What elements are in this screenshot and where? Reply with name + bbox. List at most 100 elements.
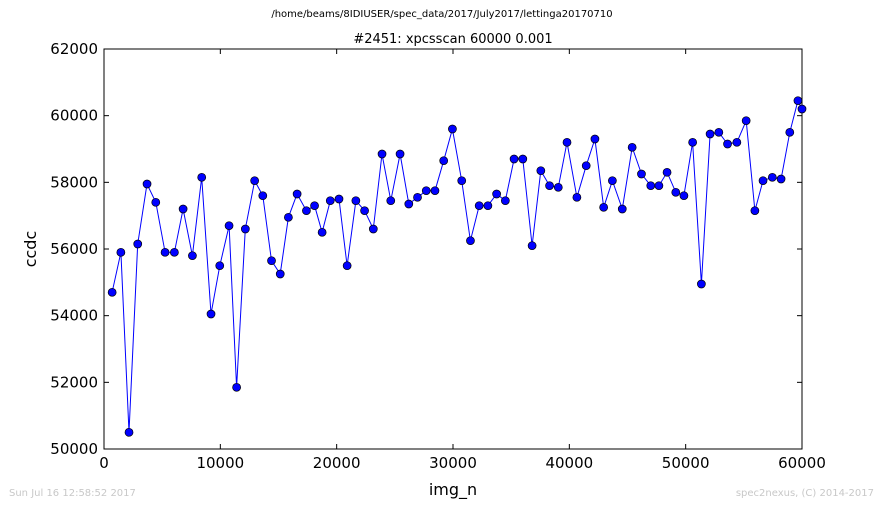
file-path-title: /home/beams/8IDIUSER/spec_data/2017/July… bbox=[271, 9, 613, 20]
data-point bbox=[562, 137, 572, 147]
data-point bbox=[302, 206, 311, 216]
x-axis: 0 10000 20000 30000 40000 50000 60000 bbox=[99, 49, 826, 472]
data-point bbox=[466, 236, 475, 246]
data-point bbox=[608, 176, 617, 186]
data-point bbox=[793, 96, 803, 106]
x-tick-label: 20000 bbox=[313, 454, 361, 472]
data-point bbox=[457, 176, 467, 186]
x-tick-label: 10000 bbox=[196, 454, 244, 472]
data-point bbox=[723, 139, 732, 149]
data-point bbox=[188, 251, 197, 261]
y-tick-label: 52000 bbox=[50, 373, 98, 391]
data-point bbox=[714, 127, 724, 137]
data-point bbox=[224, 221, 234, 231]
data-point bbox=[627, 142, 637, 152]
y-axis: 50000 52000 54000 56000 58000 60000 62000 bbox=[50, 40, 802, 458]
y-tick-label: 50000 bbox=[50, 440, 98, 458]
data-point bbox=[750, 206, 760, 216]
data-point bbox=[448, 124, 457, 134]
data-point bbox=[617, 204, 627, 214]
y-tick-label: 62000 bbox=[50, 40, 98, 58]
data-point bbox=[483, 201, 493, 211]
data-point bbox=[767, 172, 777, 182]
y-tick-label: 54000 bbox=[50, 307, 98, 325]
data-point bbox=[310, 201, 319, 211]
data-point bbox=[732, 137, 742, 147]
data-point bbox=[124, 427, 134, 437]
data-point bbox=[360, 206, 369, 216]
data-point bbox=[334, 194, 344, 204]
data-point bbox=[386, 196, 396, 206]
data-point bbox=[284, 212, 293, 222]
data-point bbox=[705, 129, 715, 139]
data-point bbox=[133, 239, 143, 249]
series-line bbox=[111, 99, 803, 433]
data-point bbox=[679, 191, 689, 201]
data-point bbox=[527, 241, 537, 251]
data-point bbox=[492, 189, 501, 199]
data-point bbox=[151, 197, 161, 207]
data-point bbox=[581, 161, 591, 171]
data-point bbox=[697, 279, 706, 289]
x-tick-label: 30000 bbox=[429, 454, 477, 472]
footer-credit: spec2nexus, (C) 2014-2017 bbox=[735, 488, 874, 499]
data-point bbox=[797, 104, 807, 114]
x-tick-label: 60000 bbox=[778, 454, 826, 472]
data-point bbox=[240, 224, 250, 234]
data-point bbox=[368, 224, 378, 234]
data-point bbox=[404, 199, 414, 209]
data-point bbox=[785, 127, 795, 137]
data-point bbox=[267, 256, 276, 266]
x-tick-label: 0 bbox=[99, 454, 109, 472]
data-point bbox=[292, 189, 302, 199]
data-point bbox=[758, 176, 768, 186]
data-point bbox=[430, 186, 440, 196]
data-point bbox=[258, 191, 268, 201]
chart-title: #2451: xpcsscan 60000 0.001 bbox=[353, 32, 552, 47]
data-point bbox=[688, 137, 697, 147]
data-point bbox=[275, 269, 285, 279]
y-tick-label: 56000 bbox=[50, 240, 98, 258]
data-point bbox=[553, 182, 563, 192]
plot-area-frame bbox=[103, 48, 803, 450]
data-point bbox=[377, 149, 387, 159]
data-point bbox=[142, 179, 152, 189]
data-point bbox=[250, 176, 260, 186]
data-point bbox=[439, 156, 449, 166]
data-point bbox=[536, 166, 546, 176]
data-point bbox=[421, 186, 431, 196]
y-tick-label: 60000 bbox=[50, 107, 98, 125]
data-point bbox=[116, 247, 126, 257]
data-point bbox=[662, 167, 672, 177]
data-point bbox=[590, 134, 600, 144]
x-tick-label: 50000 bbox=[662, 454, 710, 472]
data-point bbox=[170, 247, 179, 257]
data-point bbox=[654, 181, 664, 191]
x-tick-label: 40000 bbox=[545, 454, 593, 472]
data-point bbox=[206, 309, 216, 319]
data-point bbox=[741, 116, 751, 126]
data-point bbox=[215, 261, 225, 271]
data-point bbox=[197, 172, 207, 182]
data-point bbox=[342, 261, 352, 271]
data-point bbox=[646, 181, 656, 191]
data-point bbox=[317, 227, 327, 237]
data-point bbox=[325, 196, 335, 206]
data-point bbox=[637, 169, 646, 179]
data-point bbox=[776, 174, 786, 184]
data-point bbox=[474, 201, 484, 211]
data-point bbox=[178, 204, 188, 214]
y-axis-label: ccdc bbox=[21, 231, 40, 268]
data-point bbox=[599, 202, 609, 212]
data-point bbox=[160, 247, 170, 257]
data-point bbox=[395, 149, 405, 159]
x-axis-label: img_n bbox=[429, 480, 477, 500]
data-point bbox=[232, 382, 241, 392]
data-point bbox=[107, 287, 117, 297]
series-points bbox=[107, 96, 807, 437]
footer-timestamp: Sun Jul 16 12:58:52 2017 bbox=[9, 488, 136, 499]
data-point bbox=[501, 196, 510, 206]
data-point bbox=[545, 181, 554, 191]
data-point bbox=[351, 196, 361, 206]
